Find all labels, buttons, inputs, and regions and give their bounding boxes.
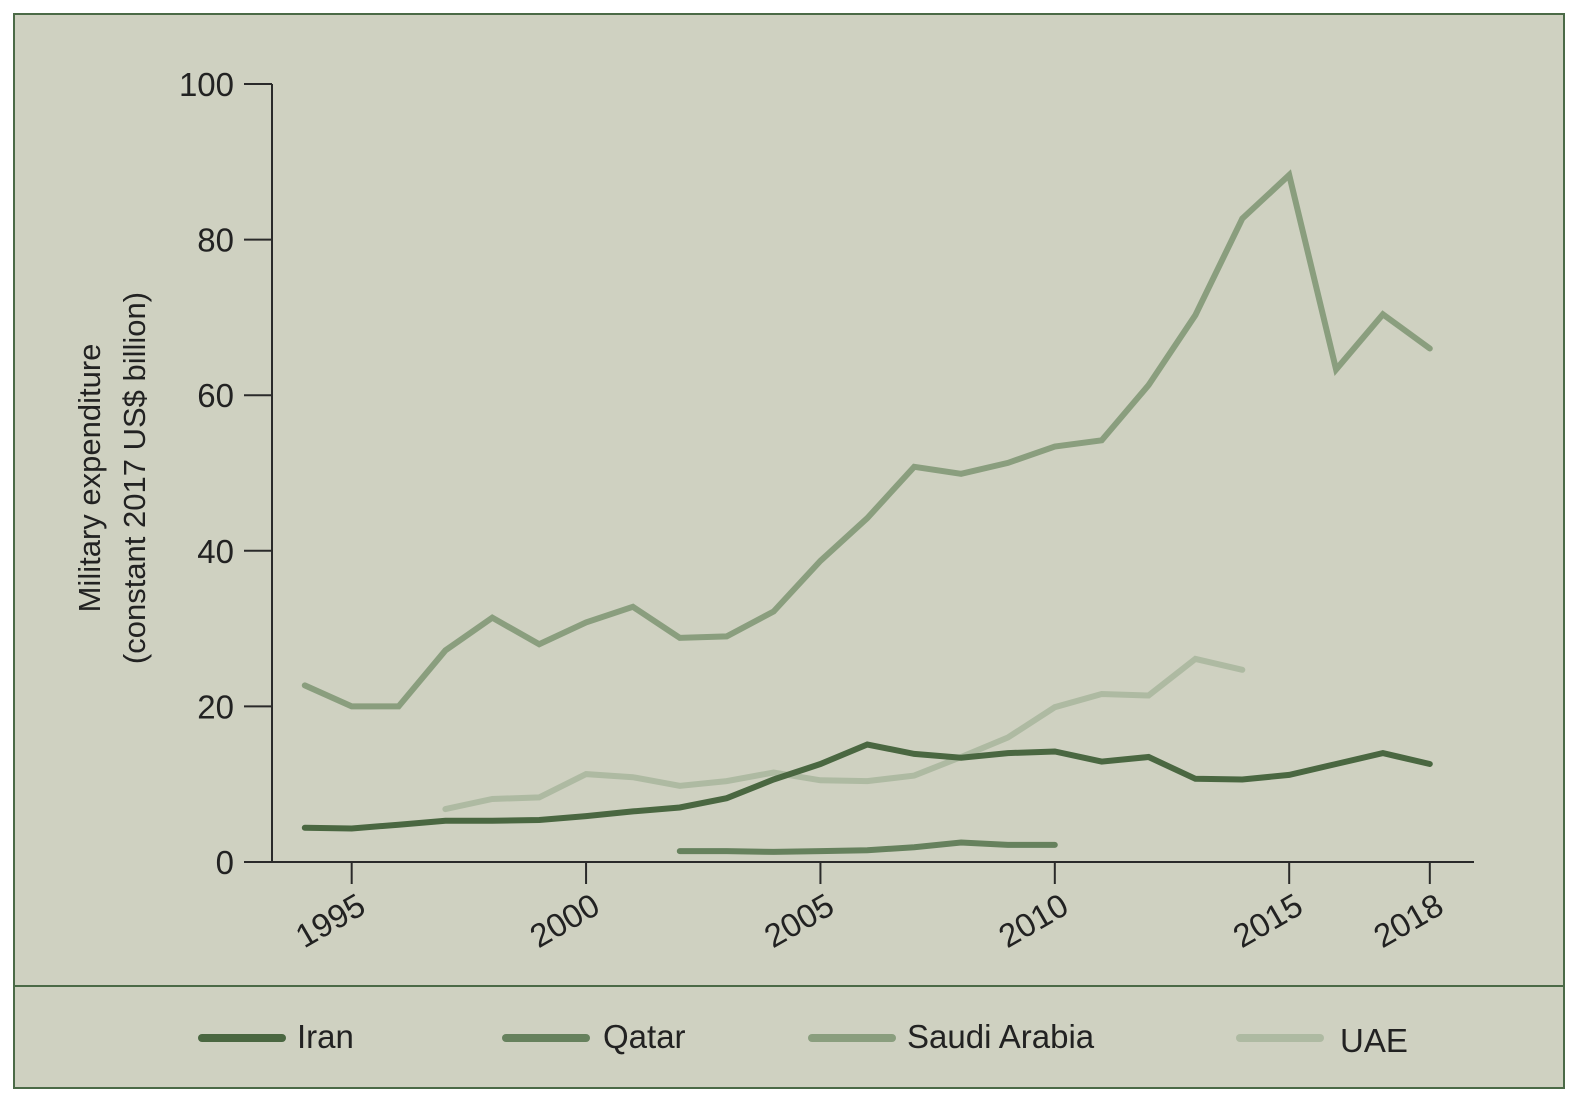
legend-item-qatar: Qatar	[502, 1018, 686, 1055]
legend: Iran Qatar Saudi Arabia UAE	[198, 1018, 1408, 1059]
y-axis-title-line1: Military expenditure	[72, 344, 107, 613]
y-tick-label: 40	[197, 533, 234, 570]
legend-label-qatar: Qatar	[603, 1018, 686, 1055]
series-line-saudi-arabia	[301, 169, 1433, 710]
series-line-uae	[442, 655, 1246, 813]
legend-item-saudi-arabia: Saudi Arabia	[808, 1018, 1095, 1055]
series-line-qatar	[676, 839, 1058, 855]
legend-item-uae: UAE	[1236, 1022, 1408, 1059]
legend-item-iran: Iran	[198, 1018, 354, 1055]
legend-label-uae: UAE	[1340, 1022, 1408, 1059]
series-line-iran	[301, 741, 1433, 832]
y-tick-label: 80	[197, 222, 234, 259]
y-tick-label: 0	[216, 844, 234, 881]
y-axis-title-line2: (constant 2017 US$ billion)	[117, 292, 152, 664]
y-tick-label: 20	[197, 688, 234, 725]
legend-label-iran: Iran	[297, 1018, 354, 1055]
series-lines	[301, 169, 1433, 855]
legend-label-saudi-arabia: Saudi Arabia	[907, 1018, 1095, 1055]
y-tick-label: 60	[197, 377, 234, 414]
y-axis-ticks: 0 20 40 60 80 100	[179, 66, 272, 881]
y-tick-label: 100	[179, 66, 234, 103]
